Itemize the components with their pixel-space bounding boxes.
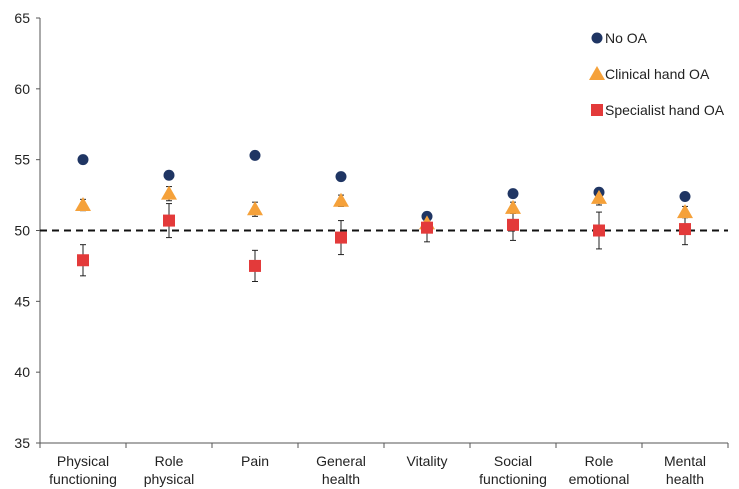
point-clinical-hand-oa <box>591 189 607 204</box>
markers-layer <box>75 149 693 272</box>
legend-marker-specialist-hand-oa <box>591 104 603 116</box>
point-no-oa <box>335 171 347 183</box>
point-specialist-hand-oa <box>593 224 605 237</box>
point-specialist-hand-oa <box>421 221 433 234</box>
point-clinical-hand-oa <box>75 197 91 211</box>
y-tick-label: 60 <box>14 81 30 97</box>
x-category-label: General health <box>316 453 366 487</box>
point-no-oa <box>679 191 691 202</box>
legend-label-specialist-hand-oa: Specialist hand OA <box>605 102 725 118</box>
x-category-label: Physical functioning <box>49 453 117 487</box>
point-specialist-hand-oa <box>679 223 691 236</box>
axes-layer <box>36 17 729 448</box>
y-tick-label: 50 <box>14 223 30 239</box>
point-no-oa <box>507 188 519 200</box>
point-specialist-hand-oa <box>249 259 261 272</box>
legend-marker-no-oa <box>591 32 603 44</box>
point-no-oa <box>77 154 89 166</box>
legend-marker-clinical-hand-oa <box>589 66 605 80</box>
y-tick-label: 55 <box>14 152 30 168</box>
point-no-oa <box>163 169 175 181</box>
point-clinical-hand-oa <box>247 201 263 216</box>
x-category-label: Role physical <box>144 453 195 487</box>
y-tick-label: 45 <box>14 293 30 309</box>
legend: No OA Clinical hand OA Specialist hand OA <box>589 30 725 118</box>
x-category-label: Social functioning <box>479 453 547 487</box>
labels-layer: 35 40 45 50 55 60 65 Physical functioning Role phy… <box>14 10 706 487</box>
x-category-label: Role emotional <box>569 453 630 487</box>
point-clinical-hand-oa <box>505 199 521 214</box>
point-specialist-hand-oa <box>163 214 175 227</box>
x-category-label: Pain <box>241 453 269 469</box>
point-specialist-hand-oa <box>335 231 347 244</box>
y-tick-label: 35 <box>14 435 30 451</box>
point-clinical-hand-oa <box>161 185 177 200</box>
point-clinical-hand-oa <box>333 192 349 207</box>
legend-label-no-oa: No OA <box>605 30 648 46</box>
point-clinical-hand-oa <box>677 204 693 219</box>
point-specialist-hand-oa <box>77 254 89 267</box>
y-tick-label: 65 <box>14 10 30 26</box>
x-category-label: Mental health <box>664 453 706 487</box>
point-specialist-hand-oa <box>507 218 519 231</box>
legend-label-clinical-hand-oa: Clinical hand OA <box>605 66 710 82</box>
point-no-oa <box>249 149 261 161</box>
x-category-label: Vitality <box>407 453 448 469</box>
y-tick-label: 40 <box>14 364 30 380</box>
